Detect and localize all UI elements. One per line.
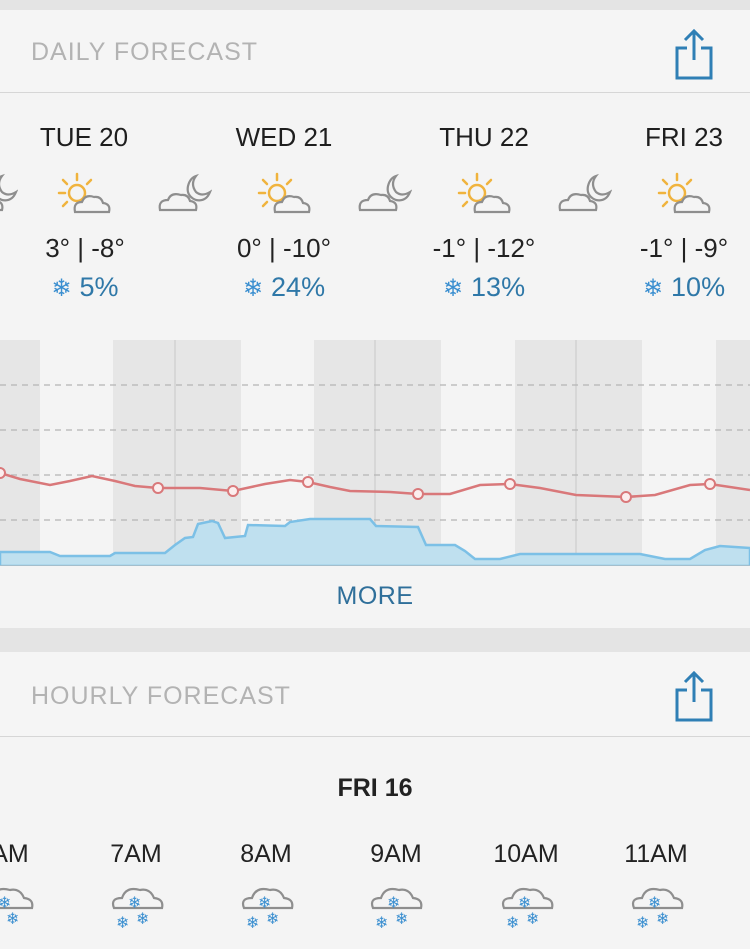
precip-chance: ❄ 24% <box>199 272 369 303</box>
temp-high-low: 0° | -10° <box>236 233 332 263</box>
precip-chance: ❄ 10% <box>599 272 750 303</box>
partly-cloudy-night-icon <box>0 174 18 212</box>
precip-value: 10% <box>671 272 726 302</box>
hour-label: 8AM <box>240 840 292 868</box>
section-divider <box>0 628 750 652</box>
hour-label: 10AM <box>493 840 559 868</box>
hourly-forecast-header: HOURLY FORECAST <box>0 652 750 737</box>
partly-cloudy-night-icon <box>558 174 612 212</box>
share-icon[interactable] <box>674 28 714 80</box>
temp-high-low: -1° | -9° <box>639 233 729 263</box>
partly-sunny-icon <box>657 172 711 214</box>
night-bands <box>0 340 750 566</box>
precip-value: 24% <box>271 272 326 302</box>
partly-cloudy-night-icon <box>158 174 212 212</box>
top-divider <box>0 0 750 10</box>
hour-label: 7AM <box>110 840 162 868</box>
day-label: TUE 20 <box>39 122 129 152</box>
grid-lines <box>0 384 750 521</box>
temp-high-low: 3° | -8° <box>45 233 125 263</box>
day-label: FRI 23 <box>644 122 724 152</box>
snowflake-icon: ❄ <box>242 275 264 302</box>
temp-high-low: -1° | -12° <box>432 233 536 263</box>
hourly-day-label: FRI 16 <box>337 774 413 802</box>
partly-cloudy-night-icon <box>358 174 412 212</box>
precip-value: 5% <box>79 272 119 302</box>
daily-forecast-title: DAILY FORECAST <box>31 38 259 66</box>
partly-sunny-icon <box>457 172 511 214</box>
snowflake-icon: ❄ <box>642 275 664 302</box>
precip-chance: ❄ 13% <box>399 272 569 303</box>
snow-cloud-icon <box>111 887 164 932</box>
hourly-forecast-title: HOURLY FORECAST <box>31 682 291 710</box>
day-label: WED 21 <box>235 122 333 152</box>
temp-line <box>0 471 750 499</box>
snow-cloud-icon <box>241 887 294 932</box>
snow-cloud-icon <box>501 887 554 932</box>
daily-forecast-chart[interactable] <box>0 340 750 566</box>
hour-label: 9AM <box>370 840 422 868</box>
snow-cloud-icon <box>0 887 34 932</box>
day-label: THU 22 <box>439 122 529 152</box>
precip-value: 13% <box>471 272 526 302</box>
hour-label: AM <box>0 840 29 868</box>
snowflake-icon: ❄ <box>51 275 72 302</box>
daily-forecast-header: DAILY FORECAST <box>0 10 750 93</box>
snowflake-icon: ❄ <box>442 275 464 302</box>
snow-cloud-icon <box>631 887 684 932</box>
snow-cloud-icon <box>370 887 423 932</box>
more-button[interactable]: MORE <box>336 582 414 610</box>
precip-chance: ❄ 5% <box>0 272 170 303</box>
temp-points <box>0 467 716 503</box>
partly-sunny-icon <box>57 172 111 214</box>
precip-area <box>0 517 750 566</box>
partly-sunny-icon <box>257 172 311 214</box>
share-icon[interactable] <box>674 670 714 722</box>
hour-label: 11AM <box>624 840 688 868</box>
